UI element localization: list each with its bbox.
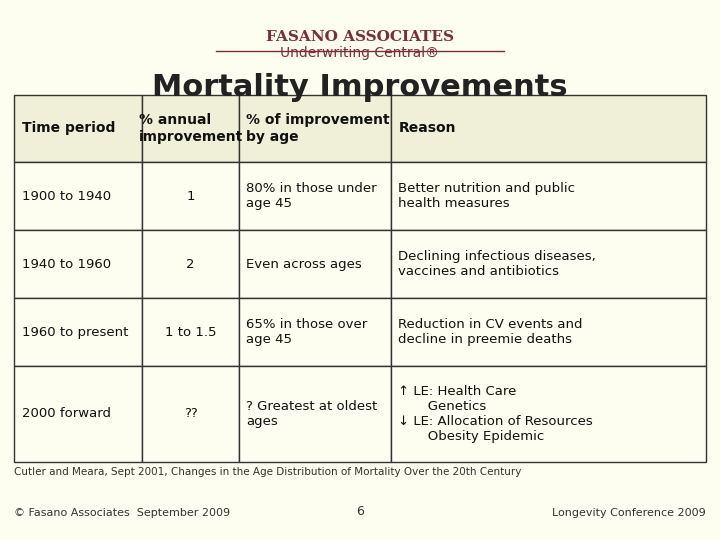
Text: Even across ages: Even across ages — [246, 258, 362, 271]
Text: ??: ?? — [184, 408, 197, 421]
Text: % annual
improvement: % annual improvement — [138, 113, 243, 144]
Text: % of improvement
by age: % of improvement by age — [246, 113, 390, 144]
Text: 1960 to present: 1960 to present — [22, 326, 128, 339]
Text: 65% in those over
age 45: 65% in those over age 45 — [246, 318, 367, 346]
Text: 1900 to 1940: 1900 to 1940 — [22, 190, 111, 203]
Text: Better nutrition and public
health measures: Better nutrition and public health measu… — [398, 183, 575, 211]
Text: Cutler and Meara, Sept 2001, Changes in the Age Distribution of Mortality Over t: Cutler and Meara, Sept 2001, Changes in … — [14, 467, 522, 477]
Text: 1 to 1.5: 1 to 1.5 — [165, 326, 217, 339]
Text: Time period: Time period — [22, 122, 115, 136]
Text: Reduction in CV events and
decline in preemie deaths: Reduction in CV events and decline in pr… — [398, 318, 582, 346]
Text: ↑ LE: Health Care
       Genetics
↓ LE: Allocation of Resources
       Obesity E: ↑ LE: Health Care Genetics ↓ LE: Allocat… — [398, 385, 593, 443]
Text: 6: 6 — [356, 505, 364, 518]
Text: Mortality Improvements: Mortality Improvements — [152, 73, 568, 102]
Text: Reason: Reason — [398, 122, 456, 136]
Text: 80% in those under
age 45: 80% in those under age 45 — [246, 183, 377, 211]
Text: Longevity Conference 2009: Longevity Conference 2009 — [552, 508, 706, 518]
Text: 2000 forward: 2000 forward — [22, 408, 111, 421]
Text: © Fasano Associates  September 2009: © Fasano Associates September 2009 — [14, 508, 230, 518]
Text: FASANO ASSOCIATES: FASANO ASSOCIATES — [266, 30, 454, 44]
Text: 1940 to 1960: 1940 to 1960 — [22, 258, 111, 271]
Text: Declining infectious diseases,
vaccines and antibiotics: Declining infectious diseases, vaccines … — [398, 251, 596, 278]
Text: ? Greatest at oldest
ages: ? Greatest at oldest ages — [246, 400, 377, 428]
Text: 2: 2 — [186, 258, 195, 271]
Text: Underwriting Central®: Underwriting Central® — [281, 46, 439, 60]
Text: 1: 1 — [186, 190, 195, 203]
